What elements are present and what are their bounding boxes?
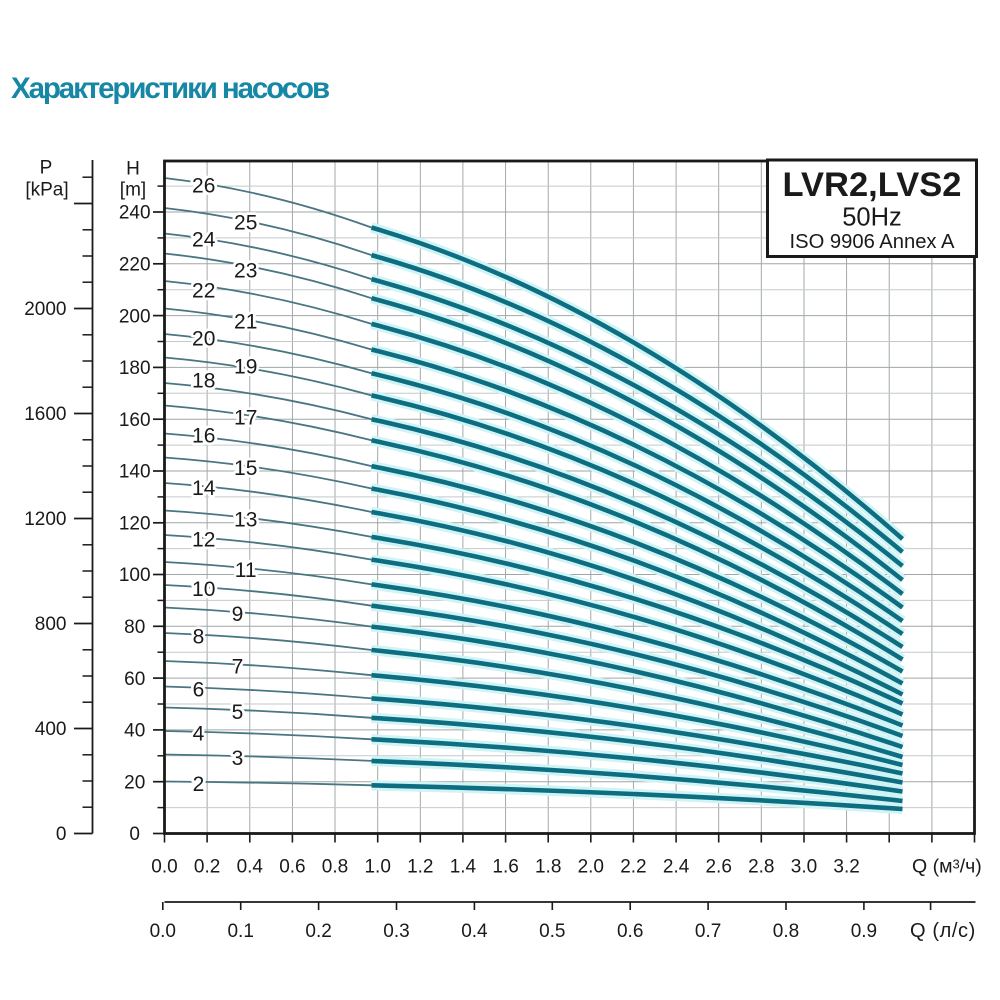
svg-text:6: 6: [193, 679, 205, 702]
svg-text:0.9: 0.9: [851, 921, 877, 942]
svg-text:Характеристики насосов: Характеристики насосов: [11, 72, 329, 105]
svg-text:11: 11: [235, 559, 257, 582]
svg-text:8: 8: [193, 626, 205, 649]
svg-text:180: 180: [119, 358, 151, 379]
svg-text:800: 800: [35, 614, 67, 635]
svg-text:Q (л/с): Q (л/с): [910, 920, 976, 942]
svg-text:1.8: 1.8: [535, 857, 561, 878]
svg-text:1200: 1200: [24, 509, 66, 530]
svg-text:ISO 9906 Annex A: ISO 9906 Annex A: [790, 231, 956, 253]
svg-text:3: 3: [232, 747, 244, 770]
svg-text:[m]: [m]: [120, 180, 146, 201]
svg-text:100: 100: [119, 565, 151, 586]
svg-text:240: 240: [119, 203, 151, 224]
svg-text:[kPa]: [kPa]: [25, 180, 68, 201]
svg-text:22: 22: [192, 279, 215, 302]
svg-text:200: 200: [119, 306, 151, 327]
svg-text:7: 7: [232, 655, 244, 678]
svg-text:10: 10: [192, 578, 215, 601]
svg-text:0.0: 0.0: [151, 857, 177, 878]
svg-text:1600: 1600: [24, 404, 66, 425]
svg-text:2: 2: [193, 773, 205, 796]
svg-text:4: 4: [193, 723, 205, 746]
svg-text:15: 15: [234, 457, 257, 480]
svg-text:0.8: 0.8: [773, 921, 799, 942]
svg-text:25: 25: [234, 211, 257, 234]
svg-text:3.2: 3.2: [833, 857, 859, 878]
svg-text:P: P: [40, 158, 53, 179]
svg-text:14: 14: [192, 477, 216, 500]
svg-text:1.0: 1.0: [364, 857, 390, 878]
svg-text:50Hz: 50Hz: [842, 204, 902, 232]
svg-text:0.4: 0.4: [461, 921, 488, 942]
svg-text:0.4: 0.4: [237, 857, 264, 878]
svg-text:80: 80: [124, 617, 145, 638]
svg-text:2.6: 2.6: [705, 857, 731, 878]
svg-text:18: 18: [192, 369, 215, 392]
svg-text:13: 13: [234, 509, 257, 532]
svg-text:17: 17: [234, 406, 257, 429]
svg-text:2.8: 2.8: [748, 857, 774, 878]
svg-text:LVR2,LVS2: LVR2,LVS2: [783, 166, 962, 204]
svg-text:0.6: 0.6: [617, 921, 643, 942]
svg-text:120: 120: [119, 514, 151, 535]
svg-text:1.2: 1.2: [407, 857, 433, 878]
svg-text:140: 140: [119, 462, 151, 483]
svg-text:2000: 2000: [24, 299, 66, 320]
svg-text:0.2: 0.2: [194, 857, 220, 878]
svg-text:21: 21: [234, 310, 257, 333]
svg-text:2.2: 2.2: [620, 857, 646, 878]
svg-text:23: 23: [234, 259, 257, 282]
svg-text:0.8: 0.8: [322, 857, 348, 878]
svg-text:0.1: 0.1: [227, 921, 253, 942]
svg-text:2.4: 2.4: [663, 857, 690, 878]
svg-text:3.0: 3.0: [791, 857, 817, 878]
svg-text:20: 20: [124, 772, 145, 793]
svg-text:400: 400: [35, 719, 67, 740]
svg-text:0: 0: [56, 824, 67, 845]
svg-text:220: 220: [119, 255, 151, 276]
svg-text:H: H: [126, 159, 140, 180]
svg-text:40: 40: [124, 721, 145, 742]
svg-text:24: 24: [192, 228, 216, 251]
svg-text:0.7: 0.7: [695, 921, 721, 942]
svg-text:0.3: 0.3: [383, 921, 409, 942]
svg-text:16: 16: [192, 424, 215, 447]
svg-text:9: 9: [232, 603, 244, 626]
svg-text:1.6: 1.6: [492, 857, 518, 878]
svg-text:0.5: 0.5: [539, 921, 565, 942]
svg-text:0.0: 0.0: [150, 921, 176, 942]
svg-text:0: 0: [129, 824, 140, 845]
svg-text:0.6: 0.6: [279, 857, 305, 878]
svg-text:1.4: 1.4: [450, 857, 477, 878]
svg-text:5: 5: [232, 701, 244, 724]
svg-text:2.0: 2.0: [578, 857, 604, 878]
svg-text:12: 12: [192, 529, 215, 552]
svg-text:20: 20: [192, 327, 215, 350]
svg-text:60: 60: [124, 669, 145, 690]
svg-text:26: 26: [192, 174, 215, 197]
svg-text:Q (м3/ч): Q (м3/ч): [912, 856, 982, 878]
svg-text:0.2: 0.2: [305, 921, 331, 942]
svg-text:19: 19: [234, 355, 257, 378]
svg-text:160: 160: [119, 410, 151, 431]
